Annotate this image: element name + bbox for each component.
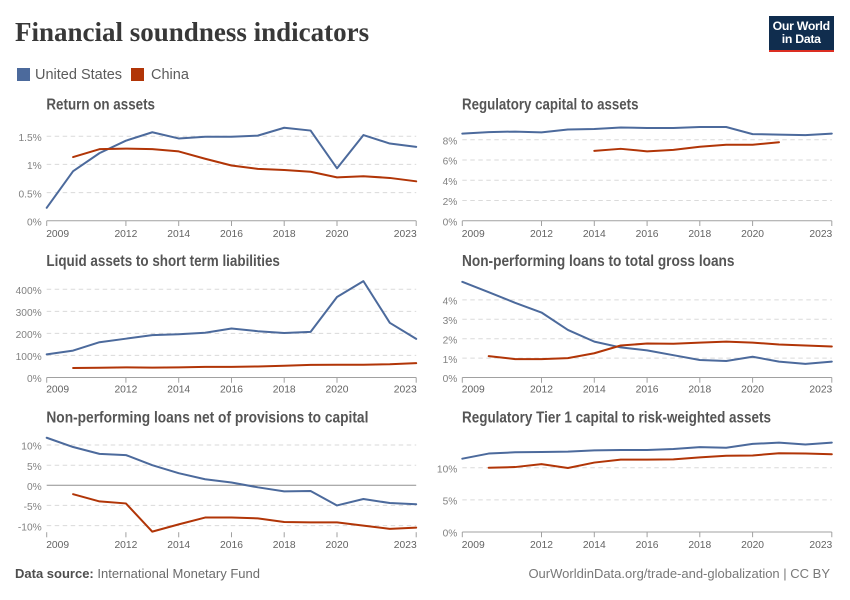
svg-text:10%: 10% [21, 442, 41, 453]
svg-text:6%: 6% [443, 157, 458, 168]
svg-text:2014: 2014 [167, 385, 190, 396]
svg-text:2016: 2016 [636, 229, 659, 240]
svg-text:2016: 2016 [220, 540, 243, 551]
svg-text:2012: 2012 [114, 385, 137, 396]
svg-text:2012: 2012 [530, 385, 553, 396]
svg-text:5%: 5% [27, 462, 42, 473]
svg-text:5%: 5% [443, 497, 458, 508]
svg-text:4%: 4% [443, 177, 458, 188]
svg-text:1%: 1% [443, 355, 458, 366]
svg-text:0%: 0% [443, 218, 458, 229]
svg-text:2023: 2023 [394, 229, 417, 240]
svg-text:-10%: -10% [18, 522, 42, 533]
svg-text:-5%: -5% [24, 502, 42, 513]
svg-text:2023: 2023 [809, 229, 832, 240]
svg-text:2014: 2014 [583, 540, 606, 551]
svg-text:0%: 0% [27, 374, 42, 385]
svg-text:2009: 2009 [462, 229, 485, 240]
svg-text:0%: 0% [443, 529, 458, 540]
svg-text:2020: 2020 [741, 229, 764, 240]
svg-text:400%: 400% [16, 286, 42, 297]
svg-text:Non-performing loans net of pr: Non-performing loans net of provisions t… [46, 410, 368, 427]
svg-text:2018: 2018 [273, 229, 296, 240]
svg-text:2023: 2023 [809, 540, 832, 551]
svg-text:2014: 2014 [167, 540, 190, 551]
svg-text:2018: 2018 [273, 540, 296, 551]
svg-text:2020: 2020 [741, 540, 764, 551]
svg-text:10%: 10% [437, 464, 457, 475]
svg-text:2016: 2016 [636, 385, 659, 396]
svg-text:200%: 200% [16, 330, 42, 341]
svg-text:1%: 1% [27, 161, 42, 172]
svg-text:2023: 2023 [394, 540, 417, 551]
svg-text:2016: 2016 [220, 229, 243, 240]
svg-text:Non-performing loans to total: Non-performing loans to total gross loan… [462, 253, 735, 270]
svg-text:2009: 2009 [46, 229, 69, 240]
svg-text:2%: 2% [443, 197, 458, 208]
svg-text:2016: 2016 [636, 540, 659, 551]
svg-text:0.5%: 0.5% [18, 189, 41, 200]
svg-text:100%: 100% [16, 352, 42, 363]
svg-text:2009: 2009 [46, 385, 69, 396]
svg-text:300%: 300% [16, 308, 42, 319]
svg-text:2016: 2016 [220, 385, 243, 396]
svg-text:2020: 2020 [326, 385, 349, 396]
svg-text:0%: 0% [27, 218, 42, 229]
svg-text:Liquid assets to short term li: Liquid assets to short term liabilities [46, 253, 280, 270]
svg-text:2009: 2009 [462, 385, 485, 396]
svg-text:2%: 2% [443, 335, 458, 346]
svg-text:2014: 2014 [583, 229, 606, 240]
svg-text:2012: 2012 [114, 229, 137, 240]
svg-text:2020: 2020 [326, 540, 349, 551]
svg-text:Regulatory Tier 1 capital to r: Regulatory Tier 1 capital to risk-weight… [462, 410, 771, 427]
svg-text:2012: 2012 [114, 540, 137, 551]
svg-text:Return on assets: Return on assets [46, 97, 155, 114]
svg-text:2018: 2018 [688, 385, 711, 396]
svg-text:2023: 2023 [394, 385, 417, 396]
svg-text:0%: 0% [443, 374, 458, 385]
svg-text:2018: 2018 [688, 540, 711, 551]
svg-text:2014: 2014 [167, 229, 190, 240]
svg-text:2009: 2009 [462, 540, 485, 551]
svg-text:2012: 2012 [530, 229, 553, 240]
svg-text:3%: 3% [443, 316, 458, 327]
svg-text:0%: 0% [27, 482, 42, 493]
svg-text:2020: 2020 [741, 385, 764, 396]
svg-text:2018: 2018 [688, 229, 711, 240]
svg-text:2014: 2014 [583, 385, 606, 396]
svg-text:2020: 2020 [326, 229, 349, 240]
svg-text:4%: 4% [443, 297, 458, 308]
svg-text:1.5%: 1.5% [18, 133, 41, 144]
svg-text:Regulatory capital to assets: Regulatory capital to assets [462, 97, 639, 114]
svg-text:2023: 2023 [809, 385, 832, 396]
svg-text:2018: 2018 [273, 385, 296, 396]
svg-text:2009: 2009 [46, 540, 69, 551]
svg-text:8%: 8% [443, 136, 458, 147]
svg-text:2012: 2012 [530, 540, 553, 551]
